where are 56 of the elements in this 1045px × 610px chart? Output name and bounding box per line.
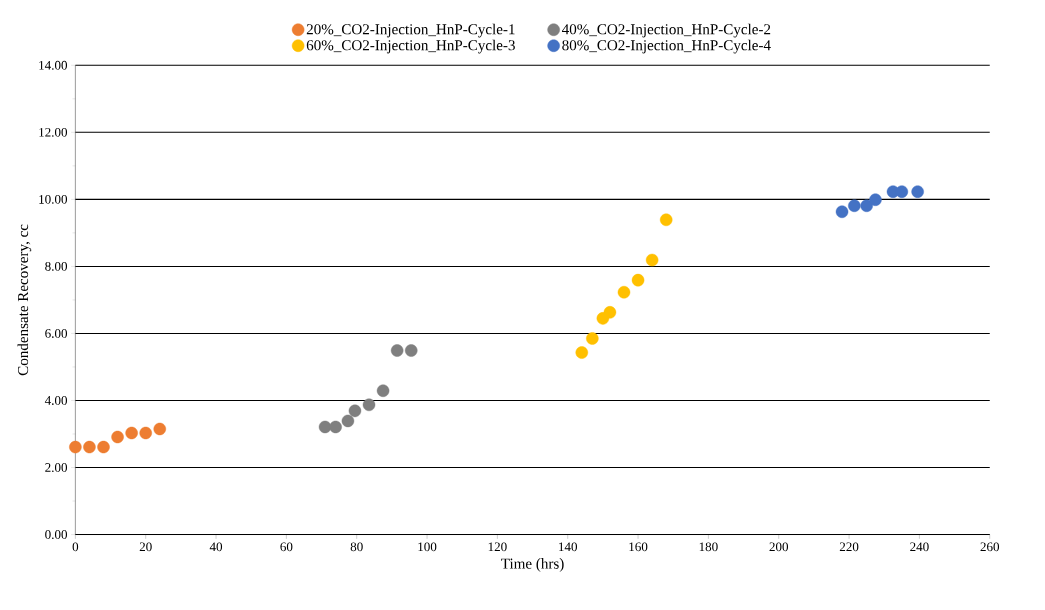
legend-label: 80%_CO2-Injection_HnP-Cycle-4 xyxy=(562,39,771,54)
y-axis-title: Condensate Recovery, cc xyxy=(17,224,32,376)
point xyxy=(390,344,404,357)
point xyxy=(835,205,849,219)
point xyxy=(603,306,617,319)
point xyxy=(139,426,152,440)
point xyxy=(631,273,645,287)
point xyxy=(586,332,599,345)
point xyxy=(362,398,376,412)
legend-label: 20%_CO2-Injection_HnP-Cycle-1 xyxy=(306,23,515,38)
x-tick-label: 0 xyxy=(72,542,79,552)
point xyxy=(895,185,909,198)
point xyxy=(69,440,82,454)
point xyxy=(617,286,631,299)
x-tick-label: 40 xyxy=(209,542,223,552)
point xyxy=(97,440,110,454)
point xyxy=(848,199,861,213)
y-tick-label: 6.00 xyxy=(45,329,68,338)
y-tick-label: 10.00 xyxy=(39,194,68,204)
point xyxy=(341,414,355,428)
x-tick-label: 80 xyxy=(350,542,363,552)
point xyxy=(860,199,873,213)
legend-label: 60%_CO2-Injection_HnP-Cycle-3 xyxy=(306,39,515,54)
point xyxy=(645,253,659,267)
x-tick-label: 120 xyxy=(488,542,507,552)
point xyxy=(575,346,589,359)
point xyxy=(83,440,96,454)
point xyxy=(111,430,124,444)
x-tick-label: 220 xyxy=(839,542,859,552)
point xyxy=(659,213,673,227)
y-tick-label: 0.00 xyxy=(45,530,68,540)
x-tick-label: 140 xyxy=(559,542,578,552)
x-tick-label: 260 xyxy=(980,542,1000,552)
point xyxy=(348,404,362,418)
x-tick-label: 100 xyxy=(418,542,437,552)
x-axis-title: Time (hrs) xyxy=(501,558,564,572)
legend-label: 40%_CO2-Injection_HnP-Cycle-2 xyxy=(561,23,771,38)
y-tick-label: 8.00 xyxy=(45,262,68,271)
x-tick-label: 200 xyxy=(769,542,789,552)
y-tick-label: 2.00 xyxy=(45,463,68,472)
point xyxy=(329,420,342,434)
point xyxy=(405,344,418,357)
point xyxy=(318,420,332,434)
point xyxy=(869,193,882,206)
y-tick-label: 4.00 xyxy=(44,396,68,405)
y-tick-label: 14.00 xyxy=(39,60,68,70)
x-tick-label: 160 xyxy=(629,542,648,552)
point xyxy=(376,384,390,398)
x-tick-label: 20 xyxy=(139,542,152,552)
x-tick-label: 60 xyxy=(280,542,293,552)
point xyxy=(125,426,138,440)
point xyxy=(911,185,924,198)
x-tick-label: 240 xyxy=(910,542,929,552)
point xyxy=(153,422,166,436)
x-tick-label: 180 xyxy=(699,542,718,552)
y-tick-label: 12.00 xyxy=(39,127,68,137)
